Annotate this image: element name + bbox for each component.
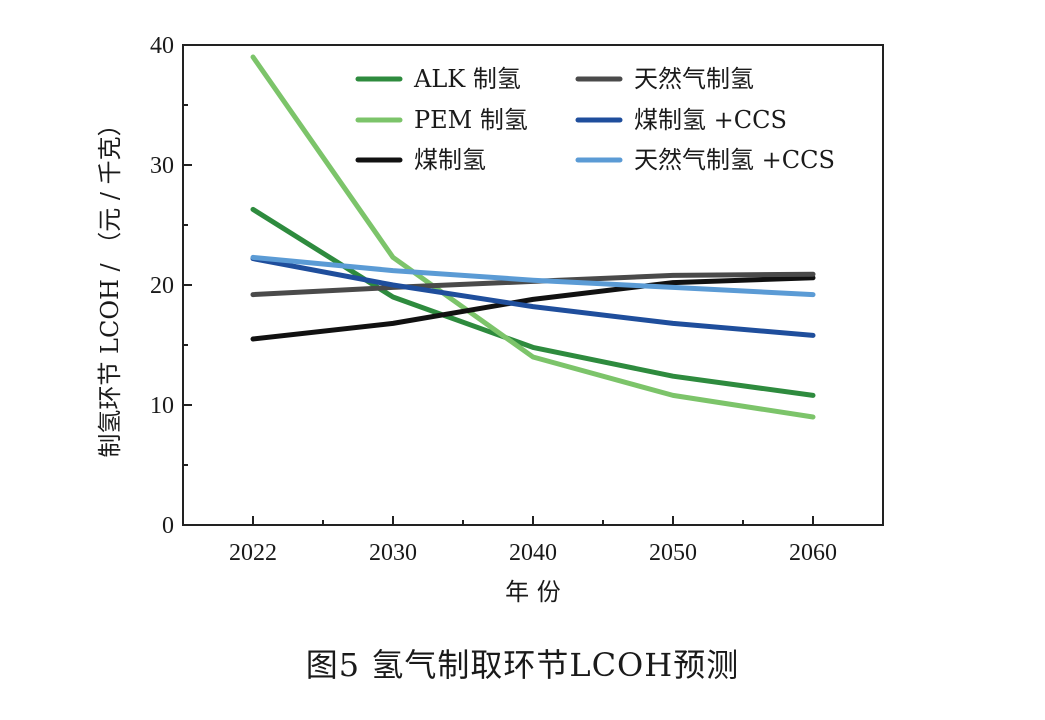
y-tick-label-3: 30 xyxy=(150,153,174,179)
series-line-0 xyxy=(250,206,816,398)
x-tick-label-0: 2022 xyxy=(229,540,277,566)
y-tick-label-1: 10 xyxy=(150,393,174,419)
series-line-2 xyxy=(250,275,816,342)
series-line-5 xyxy=(250,254,816,298)
axis-ticks xyxy=(183,44,814,526)
y-tick-label-2: 20 xyxy=(150,273,174,299)
figure-caption: 图5 氢气制取环节LCOH预测 xyxy=(305,646,740,684)
series-line-4 xyxy=(250,256,816,338)
x-tick-label-2: 2040 xyxy=(509,540,557,566)
legend-label-0: ALK 制氢 xyxy=(413,65,521,93)
y-axis-title: 制氢环节 LCOH / （元 / 千克） xyxy=(96,112,124,457)
x-tick-label-4: 2060 xyxy=(789,540,837,566)
legend-label-1: PEM 制氢 xyxy=(414,106,528,134)
legend-label-2: 煤制氢 xyxy=(414,146,486,174)
x-tick-label-1: 2030 xyxy=(369,540,417,566)
y-tick-label-4: 40 xyxy=(150,33,174,59)
y-tick-label-0: 0 xyxy=(162,513,174,539)
legend-label-5: 天然气制氢 +CCS xyxy=(634,146,835,174)
series-line-1 xyxy=(250,54,816,420)
legend-label-4: 煤制氢 +CCS xyxy=(634,106,787,134)
legend-label-3: 天然气制氢 xyxy=(634,65,754,93)
x-tick-label-3: 2050 xyxy=(649,540,697,566)
series-lines xyxy=(250,54,816,420)
x-axis-title: 年 份 xyxy=(505,578,561,606)
